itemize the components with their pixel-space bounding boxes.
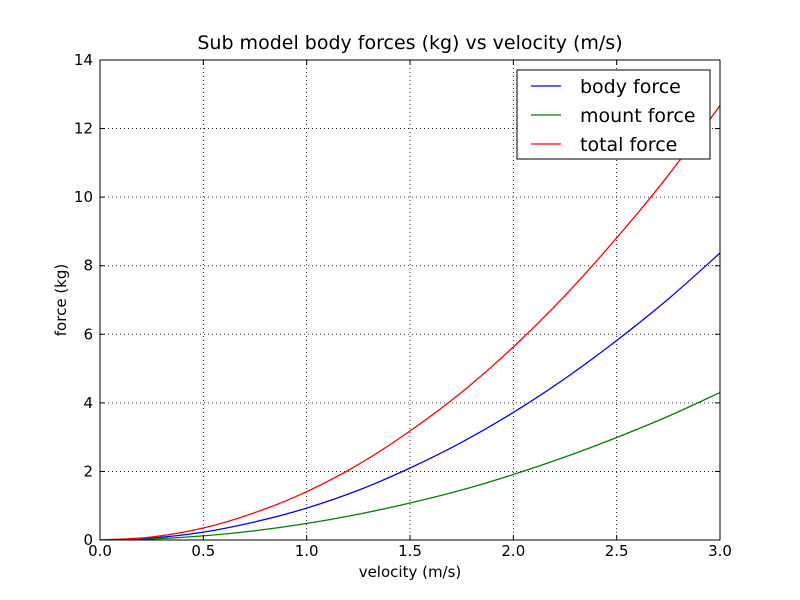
x-tick-label: 1.5 bbox=[398, 542, 422, 560]
y-tick-label: 0 bbox=[83, 531, 93, 549]
legend-label-total-force: total force bbox=[580, 134, 677, 156]
y-tick-label: 2 bbox=[83, 462, 93, 480]
x-axis-tick-labels: 0.0 0.5 1.0 1.5 2.0 2.5 3.0 bbox=[88, 542, 732, 560]
chart-title: Sub model body forces (kg) vs velocity (… bbox=[197, 32, 622, 54]
y-tick-label: 10 bbox=[74, 188, 93, 206]
x-axis-label: velocity (m/s) bbox=[359, 563, 462, 581]
x-tick-label: 2.5 bbox=[605, 542, 629, 560]
x-tick-label: 2.0 bbox=[501, 542, 525, 560]
body-force-line bbox=[100, 252, 720, 540]
legend-label-body-force: body force bbox=[580, 76, 681, 98]
y-tick-label: 4 bbox=[83, 394, 93, 412]
x-tick-label: 0.5 bbox=[191, 542, 215, 560]
y-tick-label: 14 bbox=[74, 51, 93, 69]
legend-label-mount-force: mount force bbox=[580, 105, 696, 127]
x-tick-label: 0.0 bbox=[88, 542, 112, 560]
x-tick-label: 1.0 bbox=[295, 542, 319, 560]
y-tick-label: 8 bbox=[83, 257, 93, 275]
y-axis-label: force (kg) bbox=[52, 264, 70, 336]
legend: body force mount force total force bbox=[516, 69, 711, 160]
axis-ticks bbox=[99, 59, 721, 541]
y-tick-label: 6 bbox=[83, 325, 93, 343]
total-force-line bbox=[100, 105, 720, 540]
y-tick-label: 12 bbox=[74, 120, 93, 138]
y-axis-tick-labels: 0 2 4 6 8 10 12 14 bbox=[74, 51, 93, 549]
x-tick-label: 3.0 bbox=[708, 542, 732, 560]
